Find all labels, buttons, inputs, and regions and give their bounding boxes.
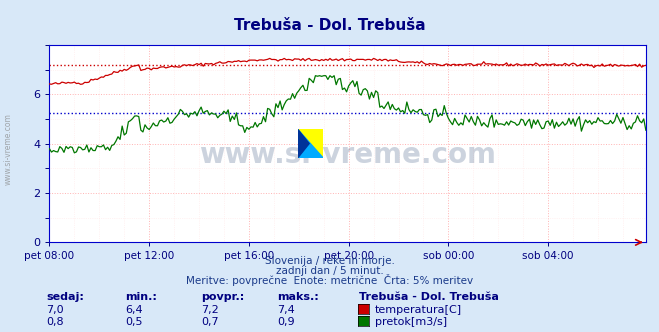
Text: Trebuša - Dol. Trebuša: Trebuša - Dol. Trebuša (234, 18, 425, 33)
Text: www.si-vreme.com: www.si-vreme.com (4, 114, 13, 185)
Text: 7,4: 7,4 (277, 305, 295, 315)
Polygon shape (298, 129, 323, 158)
Text: 0,7: 0,7 (201, 317, 219, 327)
Text: sedaj:: sedaj: (46, 292, 84, 302)
Text: maks.:: maks.: (277, 292, 318, 302)
Text: povpr.:: povpr.: (201, 292, 244, 302)
Text: Meritve: povprečne  Enote: metrične  Črta: 5% meritev: Meritve: povprečne Enote: metrične Črta:… (186, 274, 473, 286)
Text: www.si-vreme.com: www.si-vreme.com (199, 141, 496, 169)
Text: 0,5: 0,5 (125, 317, 143, 327)
Polygon shape (298, 129, 309, 158)
Text: Slovenija / reke in morje.: Slovenija / reke in morje. (264, 256, 395, 266)
Text: zadnji dan / 5 minut.: zadnji dan / 5 minut. (275, 266, 384, 276)
Text: 7,2: 7,2 (201, 305, 219, 315)
Text: 0,9: 0,9 (277, 317, 295, 327)
Text: 7,0: 7,0 (46, 305, 64, 315)
Text: 6,4: 6,4 (125, 305, 143, 315)
Text: 0,8: 0,8 (46, 317, 64, 327)
Polygon shape (298, 129, 323, 158)
Text: pretok[m3/s]: pretok[m3/s] (375, 317, 447, 327)
Text: min.:: min.: (125, 292, 157, 302)
Text: Trebuša - Dol. Trebuša: Trebuša - Dol. Trebuša (359, 292, 499, 302)
Text: temperatura[C]: temperatura[C] (375, 305, 462, 315)
